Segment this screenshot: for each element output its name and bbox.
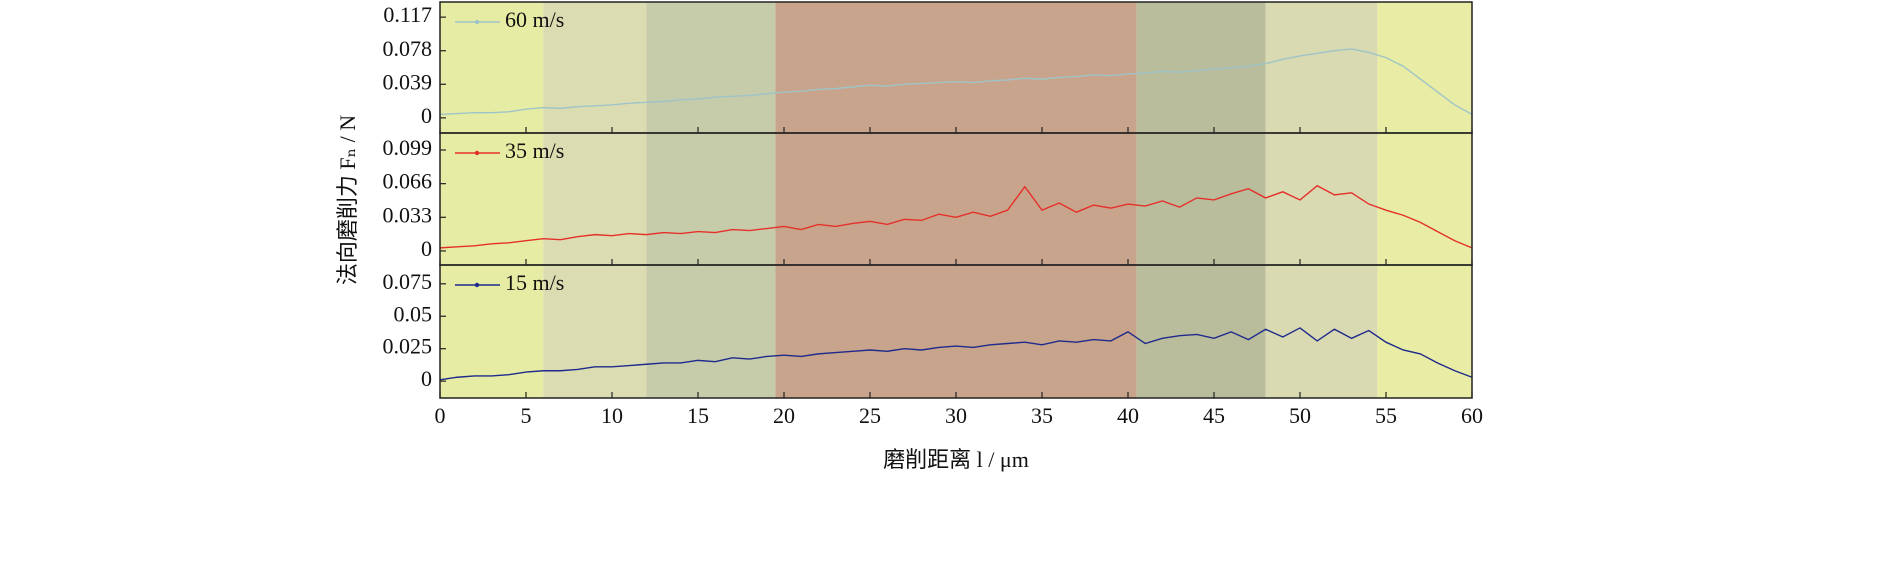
data-line (439, 327, 1473, 381)
legend-marker (474, 150, 480, 156)
y-axis-label: 法向磨削力 Fₙ / N (335, 115, 360, 285)
x-tick-label: 40 (1117, 403, 1139, 428)
y-tick-label: 0.033 (383, 202, 433, 227)
y-tick-label: 0.066 (383, 169, 433, 194)
x-tick-label: 20 (773, 403, 795, 428)
y-tick-label: 0.025 (383, 334, 433, 359)
x-tick-label: 0 (435, 403, 446, 428)
x-tick-label: 10 (601, 403, 623, 428)
legend-label: 60 m/s (505, 7, 564, 32)
x-axis-label: 磨削距离 l / μm (883, 447, 1029, 472)
x-tick-label: 60 (1461, 403, 1483, 428)
panel-frame (439, 264, 1473, 399)
y-tick-label: 0.075 (383, 269, 433, 294)
legend-label: 35 m/s (505, 138, 564, 163)
legend-marker (474, 19, 480, 25)
x-tick-label: 25 (859, 403, 881, 428)
y-tick-label: 0.117 (383, 2, 432, 27)
x-tick-label: 45 (1203, 403, 1225, 428)
y-tick-label: 0 (421, 366, 432, 391)
y-tick-label: 0.078 (383, 36, 433, 61)
x-tick-label: 30 (945, 403, 967, 428)
background-band (646, 2, 776, 398)
x-tick-label: 50 (1289, 403, 1311, 428)
y-tick-label: 0.05 (394, 301, 433, 326)
background-band (775, 2, 1137, 398)
background-band (440, 2, 544, 398)
x-tick-label: 35 (1031, 403, 1053, 428)
data-line (439, 48, 1473, 116)
x-tick-label: 55 (1375, 403, 1397, 428)
legend-marker (474, 282, 480, 288)
background-band (1377, 2, 1472, 398)
x-tick-label: 15 (687, 403, 709, 428)
background (440, 2, 1472, 398)
y-tick-label: 0 (421, 236, 432, 261)
x-tick-label: 5 (521, 403, 532, 428)
y-tick-label: 0.039 (383, 69, 433, 94)
background-band (543, 2, 647, 398)
legend-label: 15 m/s (505, 270, 564, 295)
plots: 60 m/s 0 0.039 0.078 0.117 35 m/s 0 0.033 0.066 0… (383, 1, 1483, 428)
background-band (1136, 2, 1266, 398)
data-line (439, 184, 1473, 249)
y-tick-label: 0 (421, 103, 432, 128)
y-tick-label: 0.099 (383, 135, 433, 160)
background-band (1265, 2, 1378, 398)
